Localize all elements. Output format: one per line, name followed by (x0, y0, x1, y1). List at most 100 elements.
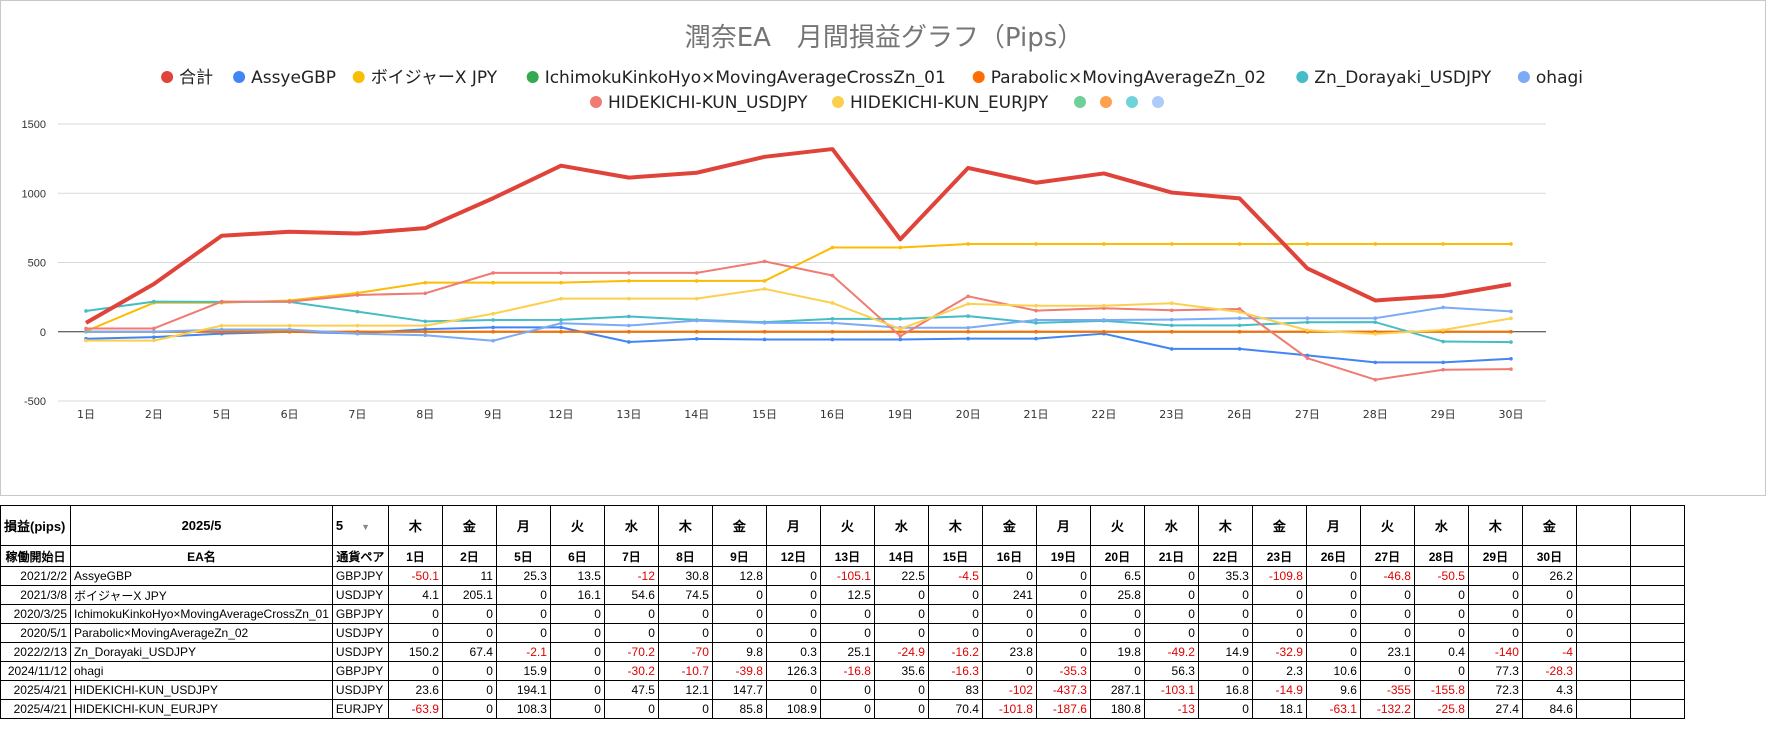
pips-cell[interactable]: 0 (495, 604, 551, 624)
pips-cell[interactable]: -2.1 (495, 642, 551, 662)
pips-cell[interactable]: 108.9 (765, 699, 821, 719)
pips-cell[interactable]: 0 (873, 680, 929, 700)
pips-cell[interactable]: 11 (441, 566, 497, 586)
pips-cell[interactable]: 0 (1143, 566, 1199, 586)
pips-cell[interactable]: 83 (927, 680, 983, 700)
start-date-cell[interactable]: 2025/4/21 (0, 680, 71, 700)
weekday-header[interactable]: 木 (1467, 505, 1523, 546)
empty-cell[interactable] (1629, 623, 1685, 643)
pips-cell[interactable]: 22.5 (873, 566, 929, 586)
pips-cell[interactable]: 0 (873, 585, 929, 605)
pips-cell[interactable]: 0 (1251, 585, 1307, 605)
empty-cell[interactable] (1575, 661, 1631, 681)
pips-cell[interactable]: 0 (1305, 642, 1361, 662)
empty-cell[interactable] (1575, 642, 1631, 662)
pips-cell[interactable]: 0 (387, 661, 443, 681)
date-header[interactable]: 30日 (1521, 545, 1577, 567)
pips-cell[interactable]: 0 (441, 623, 497, 643)
pips-cell[interactable]: 0 (1359, 585, 1415, 605)
weekday-header[interactable]: 木 (657, 505, 713, 546)
pips-cell[interactable]: 0 (441, 604, 497, 624)
pips-cell[interactable]: 23.8 (981, 642, 1037, 662)
weekday-header[interactable]: 金 (441, 505, 497, 546)
pips-cell[interactable]: 0 (1251, 623, 1307, 643)
weekday-header[interactable]: 木 (1197, 505, 1253, 546)
pips-cell[interactable]: 0 (1413, 623, 1469, 643)
empty-cell[interactable] (1575, 680, 1631, 700)
empty-cell[interactable] (1629, 699, 1685, 719)
pips-cell[interactable]: 72.3 (1467, 680, 1523, 700)
pips-cell[interactable]: -32.9 (1251, 642, 1307, 662)
pips-cell[interactable]: 180.8 (1089, 699, 1145, 719)
pips-cell[interactable]: -46.8 (1359, 566, 1415, 586)
start-date-cell[interactable]: 2025/4/21 (0, 699, 71, 719)
start-date-cell[interactable]: 2024/11/12 (0, 661, 71, 681)
empty-cell[interactable] (1629, 642, 1685, 662)
pips-cell[interactable]: 0 (1359, 623, 1415, 643)
pips-cell[interactable]: 0 (1143, 604, 1199, 624)
pips-cell[interactable]: -28.3 (1521, 661, 1577, 681)
pips-cell[interactable]: 0 (981, 661, 1037, 681)
column-header[interactable]: 稼働開始日 (0, 545, 71, 567)
pips-cell[interactable]: -132.2 (1359, 699, 1415, 719)
pips-cell[interactable]: 0 (819, 680, 875, 700)
pips-cell[interactable]: -103.1 (1143, 680, 1199, 700)
pips-cell[interactable]: 0 (927, 585, 983, 605)
pips-cell[interactable]: 25.8 (1089, 585, 1145, 605)
currency-pair-cell[interactable]: USDJPY (331, 680, 389, 700)
pips-cell[interactable]: 0 (765, 566, 821, 586)
pips-cell[interactable]: 150.2 (387, 642, 443, 662)
pips-cell[interactable]: 287.1 (1089, 680, 1145, 700)
pips-cell[interactable]: 16.1 (549, 585, 605, 605)
pips-cell[interactable]: 0 (1089, 661, 1145, 681)
weekday-header[interactable]: 金 (711, 505, 767, 546)
currency-pair-cell[interactable]: USDJPY (331, 623, 389, 643)
weekday-header[interactable]: 水 (603, 505, 659, 546)
pips-cell[interactable]: 0 (1197, 623, 1253, 643)
pips-cell[interactable]: 19.8 (1089, 642, 1145, 662)
pips-cell[interactable]: 4.1 (387, 585, 443, 605)
ea-name-cell[interactable]: ohagi (70, 661, 333, 681)
pips-cell[interactable]: 30.8 (657, 566, 713, 586)
empty-cell[interactable] (1629, 585, 1685, 605)
weekday-header[interactable]: 金 (1251, 505, 1307, 546)
pips-cell[interactable]: 0 (1089, 623, 1145, 643)
column-header[interactable]: 通貨ペア (331, 545, 389, 567)
pips-cell[interactable]: 0 (1143, 623, 1199, 643)
pips-cell[interactable]: 0 (441, 699, 497, 719)
pips-cell[interactable]: 35.6 (873, 661, 929, 681)
pips-cell[interactable]: 0 (873, 623, 929, 643)
pips-cell[interactable]: 0 (1467, 585, 1523, 605)
pips-cell[interactable]: -50.1 (387, 566, 443, 586)
pips-cell[interactable]: -101.8 (981, 699, 1037, 719)
empty-cell[interactable] (1575, 699, 1631, 719)
ea-name-cell[interactable]: AssyeGBP (70, 566, 333, 586)
pips-cell[interactable]: 0 (657, 604, 713, 624)
pips-cell[interactable]: 25.1 (819, 642, 875, 662)
weekday-header[interactable]: 火 (819, 505, 875, 546)
pips-cell[interactable]: 70.4 (927, 699, 983, 719)
pips-cell[interactable]: 0 (1467, 604, 1523, 624)
empty-cell[interactable] (1629, 661, 1685, 681)
pips-cell[interactable]: 0 (765, 585, 821, 605)
date-header[interactable]: 28日 (1413, 545, 1469, 567)
empty-cell[interactable] (1575, 623, 1631, 643)
pips-cell[interactable]: 2.3 (1251, 661, 1307, 681)
pips-cell[interactable]: 0 (1197, 585, 1253, 605)
pips-cell[interactable]: -4.5 (927, 566, 983, 586)
pips-cell[interactable]: -70 (657, 642, 713, 662)
pips-cell[interactable]: 0.3 (765, 642, 821, 662)
date-header[interactable]: 8日 (657, 545, 713, 567)
pips-cell[interactable]: 0 (873, 699, 929, 719)
pips-cell[interactable]: 0 (603, 604, 659, 624)
ea-name-cell[interactable]: HIDEKICHI-KUN_EURJPY (70, 699, 333, 719)
pips-cell[interactable]: 0.4 (1413, 642, 1469, 662)
pips-cell[interactable]: -355 (1359, 680, 1415, 700)
date-header[interactable]: 12日 (765, 545, 821, 567)
pips-cell[interactable]: 0 (1035, 604, 1091, 624)
pips-cell[interactable]: 9.6 (1305, 680, 1361, 700)
pips-cell[interactable]: 0 (981, 623, 1037, 643)
pips-cell[interactable]: 0 (495, 623, 551, 643)
pips-cell[interactable]: 10.6 (1305, 661, 1361, 681)
pips-cell[interactable]: 0 (1197, 661, 1253, 681)
